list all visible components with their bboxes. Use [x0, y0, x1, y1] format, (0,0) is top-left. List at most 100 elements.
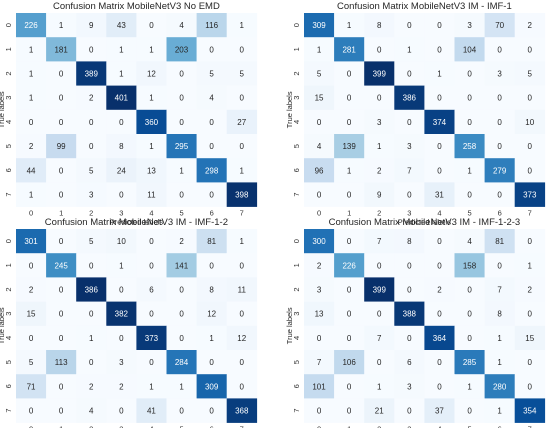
cell-value-label: 0	[240, 382, 245, 391]
cell-value-label: 401	[115, 94, 129, 103]
cell-value-label: 0	[119, 191, 124, 200]
heatmap-cell	[196, 374, 227, 399]
x-tick-label: 0	[317, 209, 321, 218]
x-tick-label: 5	[179, 209, 183, 218]
cell-value-label: 0	[467, 334, 472, 343]
cell-value-label: 0	[59, 286, 64, 295]
heatmap-cell	[514, 374, 546, 399]
cell-value-label: 139	[342, 142, 356, 151]
cell-value-label: 1	[377, 142, 382, 151]
heatmap-cell	[46, 350, 77, 375]
heatmap-cell	[364, 182, 395, 207]
heatmap-cell	[226, 158, 258, 183]
heatmap-cell	[196, 398, 227, 423]
y-tick-label: 0	[292, 239, 301, 243]
heatmap-cell	[304, 350, 335, 375]
heatmap-cell	[424, 61, 455, 86]
y-tick-label: 4	[292, 336, 301, 340]
heatmap-cell	[76, 109, 107, 135]
heatmap-cell	[106, 253, 137, 278]
heatmap-cell	[454, 158, 485, 183]
heatmap-cell	[76, 350, 107, 375]
cell-value-label: 0	[240, 45, 245, 54]
cell-value-label: 0	[240, 94, 245, 103]
x-tick-label: 3	[119, 425, 123, 428]
cell-value-label: 116	[205, 21, 218, 30]
heatmap-cell	[136, 134, 167, 159]
cell-value-label: 0	[528, 310, 533, 319]
heatmap-cell	[304, 301, 335, 327]
cell-value-label: 0	[347, 334, 352, 343]
y-tick-label: 2	[292, 71, 301, 75]
cell-value-label: 0	[209, 261, 214, 270]
heatmap-cell	[166, 134, 197, 159]
cell-value-label: 388	[403, 310, 417, 319]
heatmap-cell	[16, 398, 47, 423]
heatmap-cell	[424, 109, 455, 135]
cell-value-label: 309	[205, 382, 219, 391]
cell-value-label: 181	[54, 45, 68, 54]
heatmap-cell	[226, 229, 258, 254]
heatmap-cell	[106, 109, 137, 135]
heatmap-cell	[106, 229, 137, 254]
heatmap-cell	[16, 325, 47, 351]
cell-value-label: 5	[317, 70, 322, 79]
cell-value-label: 0	[437, 166, 442, 175]
x-tick-label: 0	[317, 425, 321, 428]
cell-value-label: 0	[149, 21, 154, 30]
cell-value-label: 6	[149, 286, 154, 295]
heatmap-cell	[334, 134, 365, 159]
heatmap-cell	[364, 229, 395, 254]
heatmap-cell	[334, 253, 365, 278]
cell-value-label: 3	[89, 191, 94, 200]
heatmap-cell	[136, 350, 167, 375]
cell-value-label: 0	[149, 261, 154, 270]
heatmap-cell	[136, 13, 167, 38]
heatmap-cell	[106, 325, 137, 351]
cell-value-label: 1	[497, 334, 502, 343]
cell-value-label: 0	[240, 261, 245, 270]
heatmap-cell	[106, 158, 137, 183]
cell-value-label: 399	[373, 286, 387, 295]
cell-value-label: 113	[55, 358, 68, 367]
heatmap-cell	[226, 398, 258, 423]
cell-value-label: 81	[495, 237, 504, 246]
heatmap-cell	[196, 61, 227, 86]
cell-value-label: 27	[237, 118, 246, 127]
cell-value-label: 0	[59, 382, 64, 391]
x-tick-label: 2	[377, 425, 381, 428]
heatmap-cell	[334, 277, 365, 302]
cell-value-label: 99	[57, 142, 66, 151]
cell-value-label: 1	[119, 70, 124, 79]
heatmap-cell	[106, 277, 137, 302]
cell-value-label: 0	[317, 118, 322, 127]
heatmap-cell	[76, 301, 107, 327]
heatmap-cell	[394, 85, 425, 111]
heatmap-cell	[454, 37, 485, 62]
heatmap-cell	[334, 158, 365, 183]
cell-value-label: 44	[27, 166, 36, 175]
heatmap-cell	[424, 325, 455, 351]
cell-value-label: 8	[119, 142, 124, 151]
cell-value-label: 4	[179, 21, 184, 30]
cell-value-label: 43	[117, 21, 126, 30]
cell-value-label: 15	[27, 310, 36, 319]
y-tick-label: 1	[4, 263, 13, 267]
cell-value-label: 0	[407, 21, 412, 30]
x-tick-label: 5	[467, 425, 471, 428]
heatmap-cell	[16, 158, 47, 183]
cell-value-label: 0	[149, 310, 154, 319]
heatmap-cell	[16, 277, 47, 302]
cell-value-label: 2	[437, 286, 442, 295]
cell-value-label: 1	[59, 21, 64, 30]
cell-value-label: 4	[467, 237, 472, 246]
heatmap-cell	[424, 374, 455, 399]
heatmap-cell	[166, 374, 197, 399]
x-tick-label: 7	[528, 425, 532, 428]
heatmap-cell	[136, 61, 167, 86]
cell-value-label: 7	[377, 237, 382, 246]
cell-value-label: 0	[437, 142, 442, 151]
cell-value-label: 2	[528, 21, 533, 30]
heatmap-cell	[46, 37, 77, 62]
